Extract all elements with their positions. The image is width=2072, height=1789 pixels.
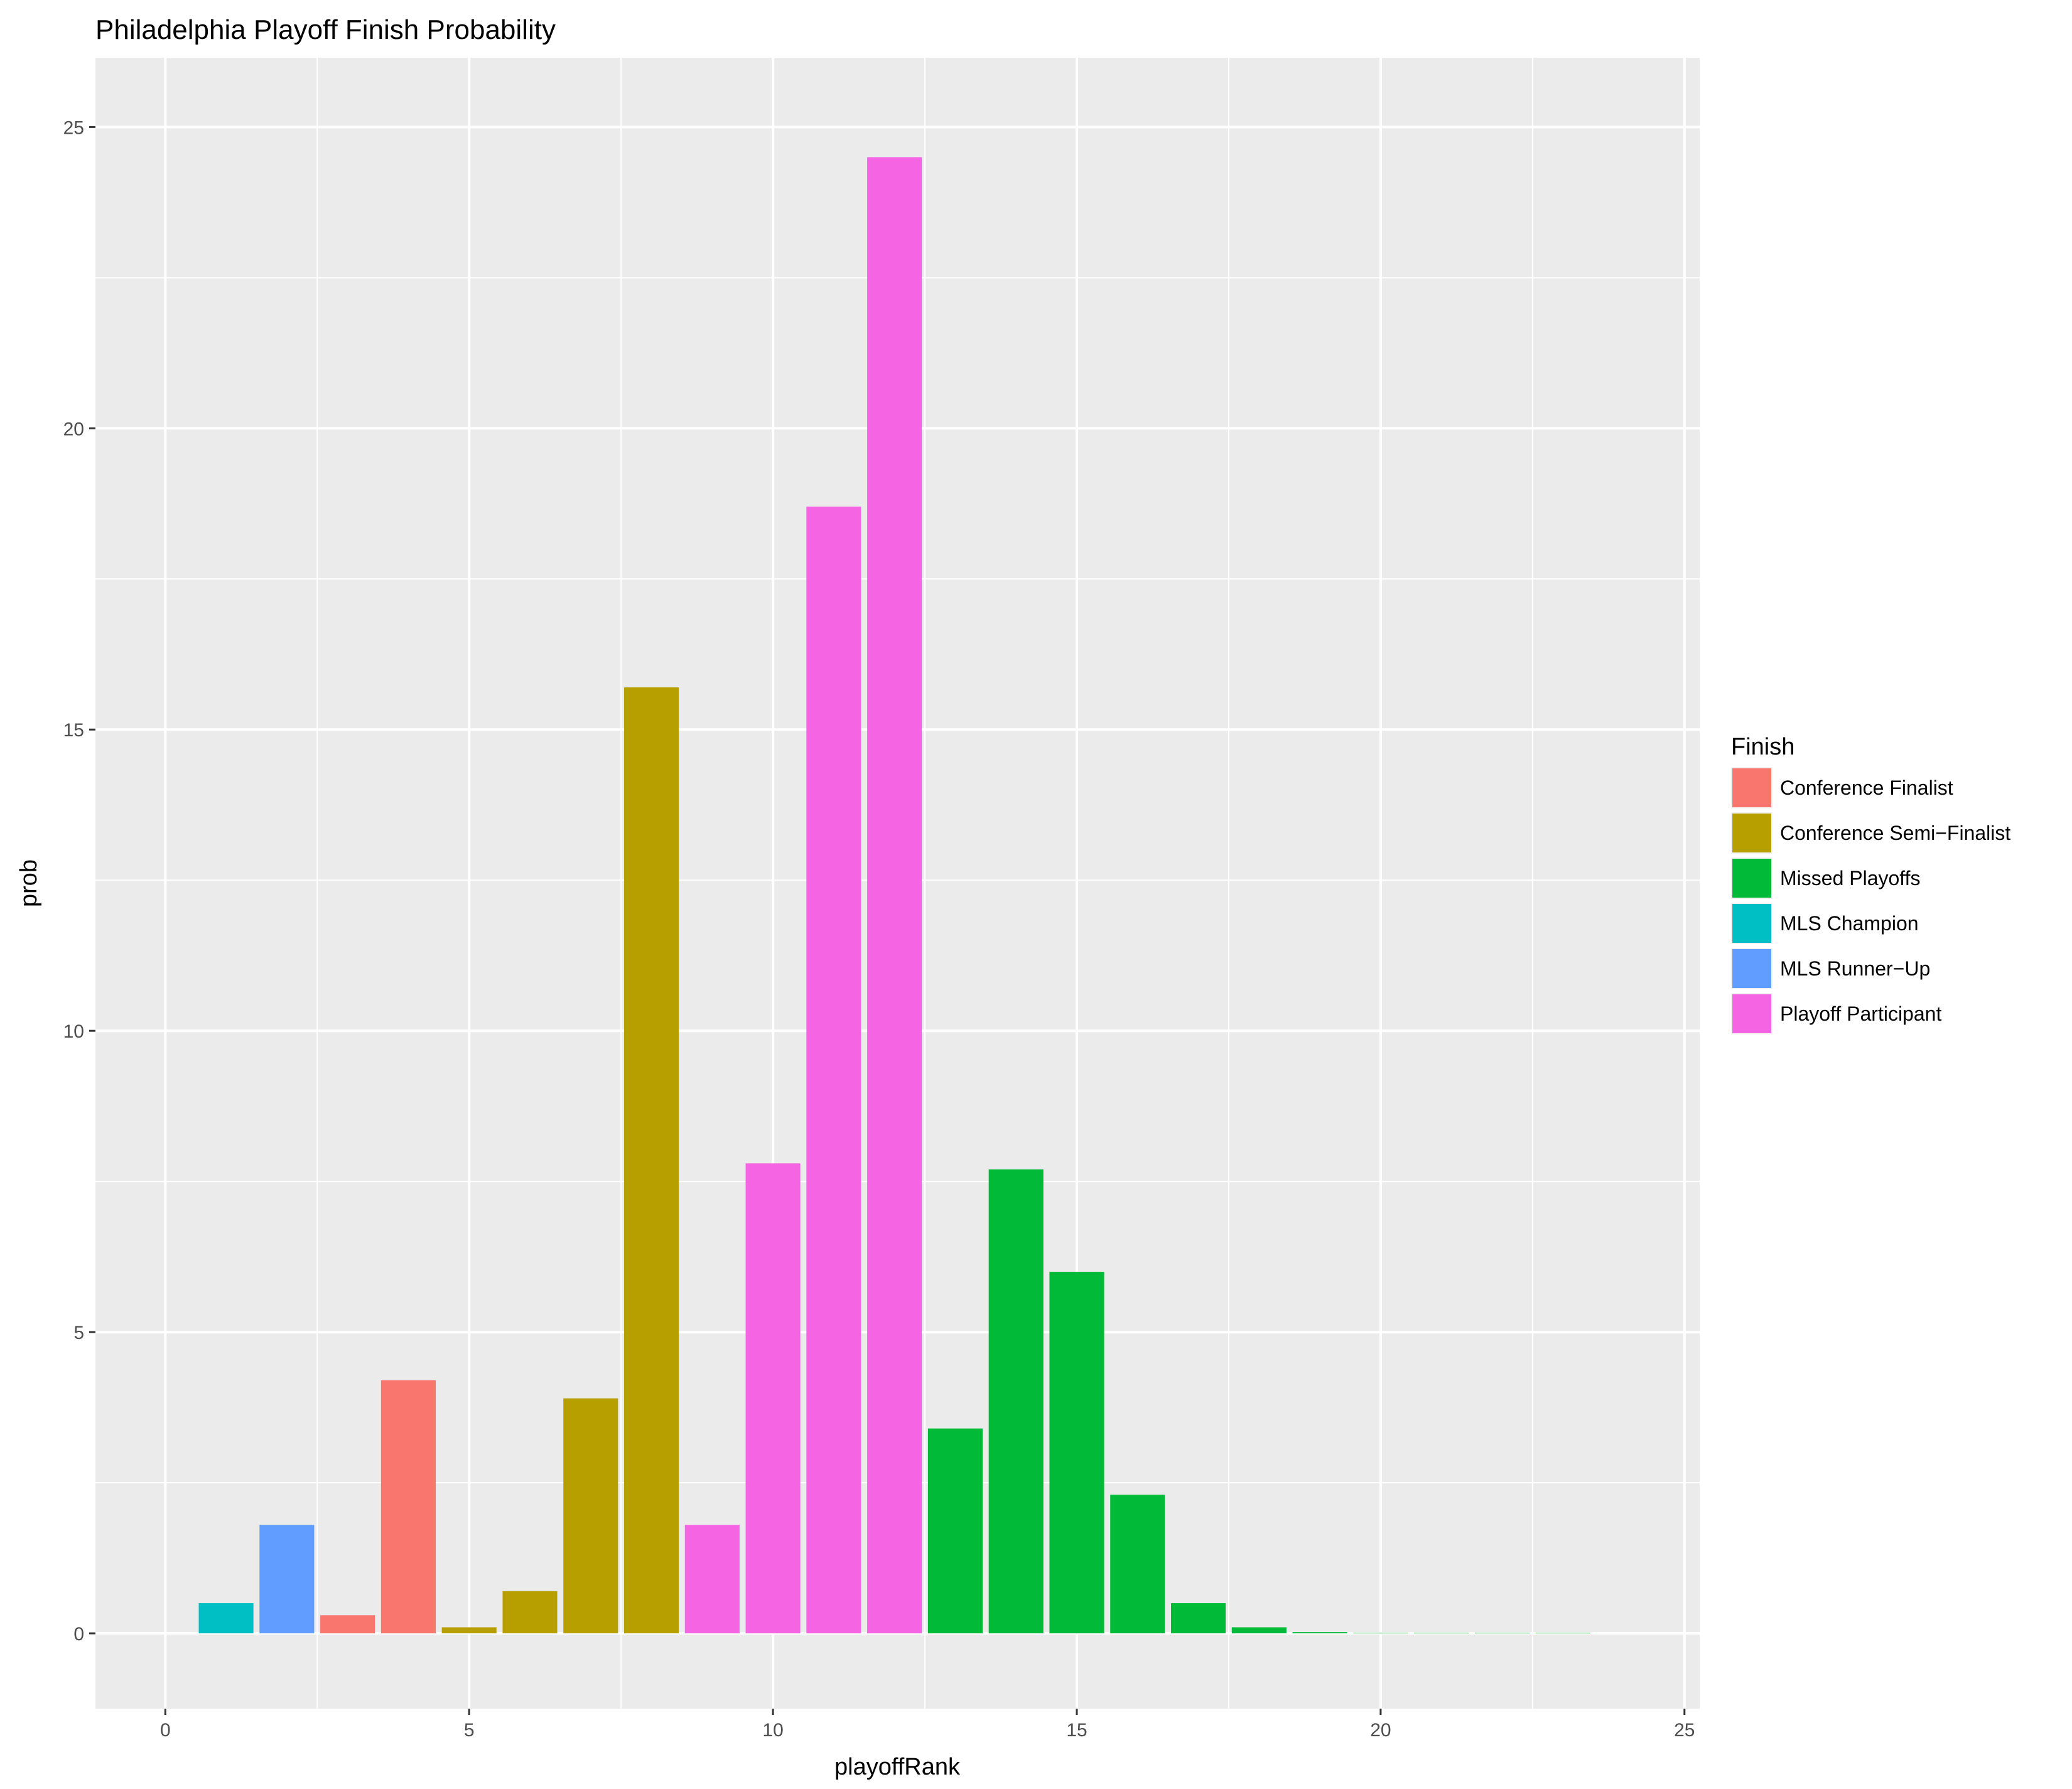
bar bbox=[684, 1525, 740, 1634]
y-tick-label: 25 bbox=[63, 117, 84, 138]
legend-label: Conference Finalist bbox=[1780, 776, 1953, 799]
y-tick-label: 10 bbox=[63, 1021, 84, 1042]
bar bbox=[867, 157, 922, 1634]
bar bbox=[1292, 1632, 1347, 1634]
legend-label: MLS Runner−Up bbox=[1780, 957, 1930, 980]
bar bbox=[1110, 1495, 1165, 1634]
bar bbox=[320, 1615, 375, 1634]
x-axis: 0 5 10 15 20 25 bbox=[160, 1709, 1695, 1741]
legend-label: MLS Champion bbox=[1780, 912, 1919, 935]
y-tick-label: 20 bbox=[63, 419, 84, 439]
chart-title: Philadelphia Playoff Finish Probability bbox=[95, 14, 556, 45]
x-tick-label: 5 bbox=[464, 1720, 475, 1741]
legend-swatch bbox=[1732, 768, 1771, 807]
bar bbox=[380, 1380, 436, 1634]
bar bbox=[745, 1163, 801, 1634]
legend-label: Conference Semi−Finalist bbox=[1780, 822, 2010, 844]
legend: Finish Conference Finalist Conference Sem… bbox=[1731, 734, 2010, 1034]
bar bbox=[502, 1591, 558, 1634]
x-tick-label: 20 bbox=[1370, 1720, 1391, 1741]
x-tick-label: 0 bbox=[160, 1720, 171, 1741]
bar bbox=[198, 1603, 254, 1634]
bar bbox=[623, 687, 679, 1634]
legend-swatch bbox=[1732, 904, 1771, 943]
bar bbox=[927, 1428, 983, 1634]
bar bbox=[563, 1398, 618, 1634]
bar bbox=[441, 1627, 497, 1634]
legend-label: Missed Playoffs bbox=[1780, 867, 1921, 889]
y-tick-label: 15 bbox=[63, 720, 84, 741]
x-axis-title: playoffRank bbox=[834, 1754, 961, 1780]
legend-swatch bbox=[1732, 949, 1771, 988]
legend-items: Conference Finalist Conference Semi−Final… bbox=[1731, 767, 2010, 1034]
bar bbox=[1049, 1272, 1104, 1634]
bar bbox=[806, 507, 861, 1634]
y-tick-label: 0 bbox=[73, 1624, 84, 1645]
legend-swatch bbox=[1732, 814, 1771, 852]
legend-title: Finish bbox=[1731, 734, 1794, 760]
legend-label: Playoff Participant bbox=[1780, 1002, 1941, 1025]
bar bbox=[988, 1169, 1044, 1634]
bars bbox=[198, 157, 1590, 1634]
y-axis: 0 5 10 15 20 25 bbox=[63, 117, 95, 1645]
x-tick-label: 25 bbox=[1674, 1720, 1695, 1741]
x-tick-label: 10 bbox=[762, 1720, 783, 1741]
y-tick-label: 5 bbox=[73, 1323, 84, 1343]
x-tick-label: 15 bbox=[1066, 1720, 1087, 1741]
bar bbox=[259, 1525, 315, 1634]
bar bbox=[1231, 1627, 1287, 1634]
y-axis-title: prob bbox=[16, 859, 42, 907]
legend-swatch bbox=[1732, 859, 1771, 898]
bar bbox=[1171, 1603, 1226, 1634]
legend-swatch bbox=[1732, 994, 1771, 1033]
